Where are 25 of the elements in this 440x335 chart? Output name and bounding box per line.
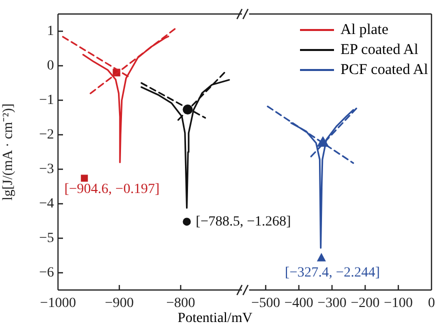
y-tick-label: −1: [39, 92, 54, 108]
legend-label: Al plate: [340, 21, 388, 40]
x-tick-label: −1000: [40, 296, 76, 312]
x-tick-label: −500: [251, 296, 280, 312]
y-axis-title: lg[J/(mA · cm⁻²)]: [1, 103, 16, 201]
x-tick-label: −200: [350, 296, 380, 312]
y-tick-label: −4: [39, 196, 54, 212]
legend-label: PCF coated Al: [340, 61, 428, 80]
x-tick-label: 0: [428, 296, 435, 312]
y-tick-label: −2: [39, 127, 54, 142]
legend-label: EP coated Al: [340, 41, 418, 60]
annotation: [−904.6, −0.197]: [64, 182, 160, 197]
x-axis-title: Potential/mV: [176, 311, 254, 327]
y-tick-label: −3: [39, 162, 54, 177]
x-tick-label: −100: [384, 296, 413, 312]
annotation: [−788.5, −1.268]: [196, 214, 291, 230]
y-tick-label: −5: [39, 230, 54, 246]
x-tick-label: −800: [166, 296, 196, 312]
x-tick-label: −900: [104, 296, 134, 312]
y-tick-label: 0: [47, 58, 54, 74]
x-tick-label: −400: [284, 296, 314, 312]
x-tick-label: −300: [318, 296, 346, 312]
y-tick-label: 1: [47, 24, 54, 39]
y-tick-label: −6: [39, 265, 54, 280]
annotation: [−327.4, −2.244]: [284, 266, 380, 281]
